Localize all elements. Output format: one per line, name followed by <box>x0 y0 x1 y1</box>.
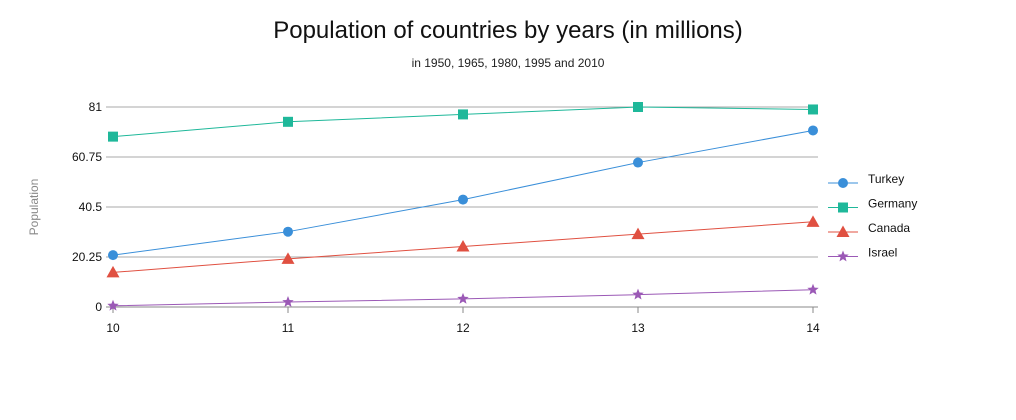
y-tick-label: 40.5 <box>79 200 103 214</box>
data-point-turkey <box>458 194 468 205</box>
data-point-germany <box>283 116 293 127</box>
gridlines <box>106 106 818 258</box>
data-point-turkey <box>283 226 293 237</box>
data-point-germany <box>633 102 643 112</box>
y-tick-label: 20.25 <box>72 250 102 264</box>
legend-item-germany[interactable]: Germany <box>828 197 917 213</box>
data-point-israel <box>632 288 644 300</box>
series-germany <box>108 102 818 142</box>
x-tick-label: 14 <box>806 321 820 335</box>
axes: 0 20.25 40.5 60.75 81 10 11 12 13 14 <box>72 100 820 335</box>
legend-item-turkey[interactable]: Turkey <box>828 172 904 188</box>
y-axis-title: Population <box>27 179 41 236</box>
data-point-canada <box>631 227 645 240</box>
data-point-israel <box>107 299 119 311</box>
legend-marker <box>837 250 849 262</box>
series-israel <box>107 283 819 311</box>
y-tick-label: 60.75 <box>72 150 102 164</box>
data-point-canada <box>456 240 470 252</box>
series-group <box>106 102 820 311</box>
x-tick-label: 13 <box>631 321 645 335</box>
data-point-canada <box>106 265 120 278</box>
legend-label: Israel <box>868 246 897 260</box>
legend-marker <box>838 202 848 213</box>
legend-label: Germany <box>868 197 917 211</box>
y-tick-label: 0 <box>95 300 102 314</box>
legend-marker <box>836 225 850 237</box>
data-point-germany <box>808 104 818 115</box>
x-tick-label: 12 <box>456 321 470 335</box>
data-point-germany <box>458 109 468 120</box>
legend-item-israel[interactable]: Israel <box>828 246 897 262</box>
data-point-turkey <box>633 157 643 168</box>
legend-item-canada[interactable]: Canada <box>828 221 910 237</box>
y-tick-label: 81 <box>89 100 103 114</box>
data-point-israel <box>282 296 294 307</box>
legend-marker <box>838 178 848 188</box>
chart-title: Population of countries by years (in mil… <box>273 17 743 44</box>
legend-label: Turkey <box>868 172 904 186</box>
data-point-turkey <box>808 125 818 136</box>
x-tick-label: 10 <box>106 321 120 335</box>
series-canada <box>106 215 820 278</box>
data-point-turkey <box>108 250 118 261</box>
legend: Turkey Germany Canada Israel <box>828 172 917 262</box>
series-turkey <box>108 125 818 261</box>
data-point-canada <box>806 215 820 227</box>
data-point-israel <box>457 292 469 304</box>
series-line-turkey <box>112 129 814 256</box>
data-point-israel <box>807 283 819 295</box>
chart-subtitle: in 1950, 1965, 1980, 1995 and 2010 <box>412 56 605 70</box>
data-point-germany <box>108 131 118 142</box>
legend-label: Canada <box>868 221 910 235</box>
data-point-canada <box>281 252 295 264</box>
x-tick-label: 11 <box>282 321 295 335</box>
